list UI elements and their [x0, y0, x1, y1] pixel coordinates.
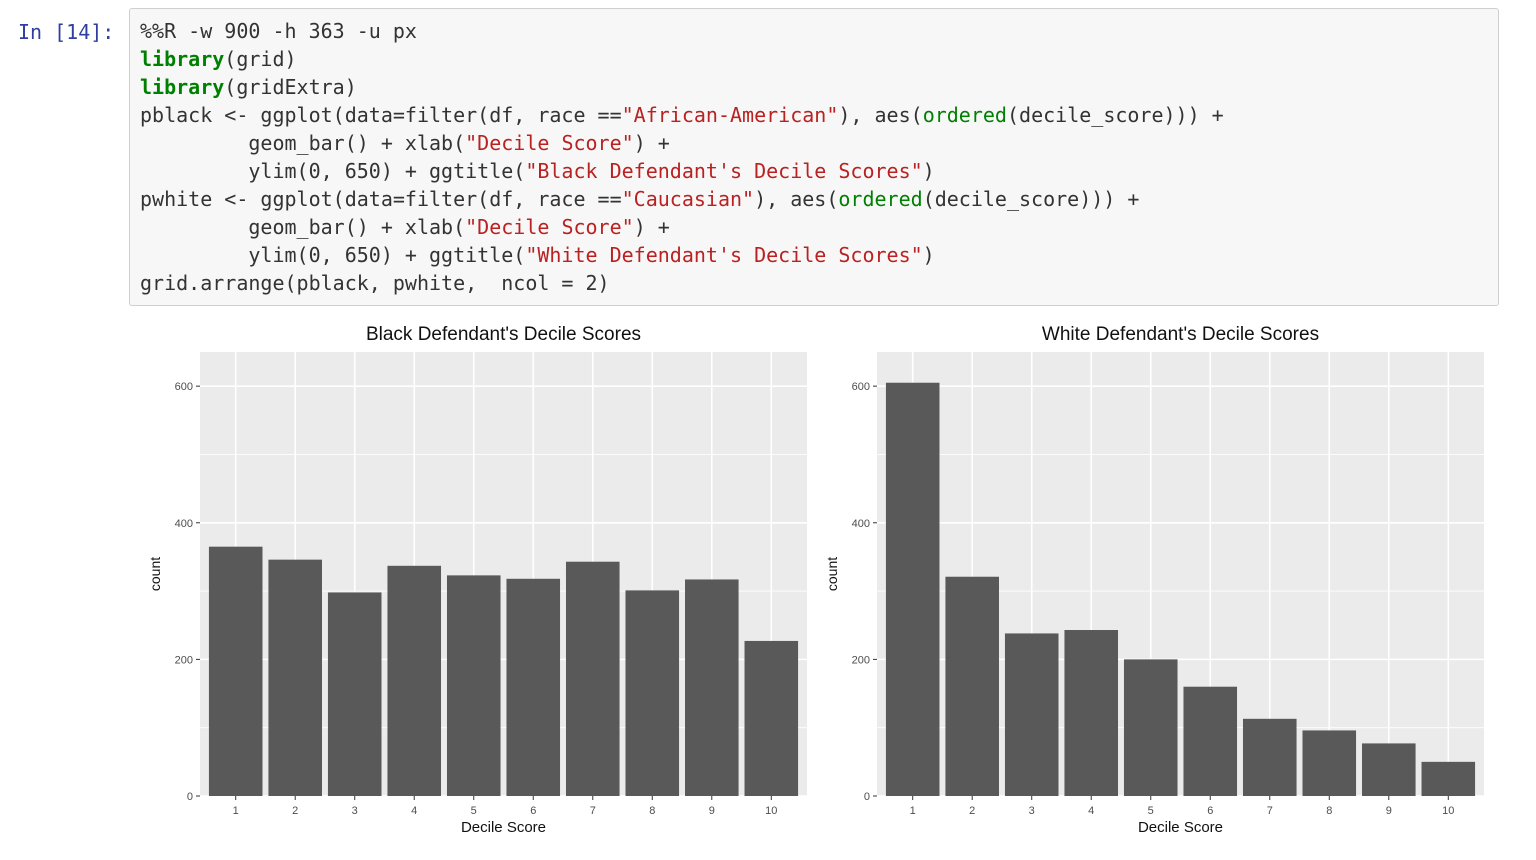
x-tick-label: 8: [1326, 805, 1332, 817]
code-token: library: [140, 47, 225, 71]
x-tick-label: 3: [1029, 805, 1035, 817]
code-token: ordered: [838, 187, 923, 211]
code-token: "African-American": [621, 103, 839, 127]
y-axis-label: count: [147, 557, 163, 591]
code-token: library: [140, 75, 225, 99]
x-axis-label: Decile Score: [1138, 819, 1223, 836]
bar: [1123, 659, 1178, 796]
x-tick-label: 9: [1386, 805, 1392, 817]
plot-figure: Black Defendant's Decile Scores020040060…: [147, 324, 1484, 836]
y-tick-label: 400: [852, 518, 870, 530]
x-tick-label: 7: [590, 805, 596, 817]
code-token: grid.arrange(pblack, pwhite, ncol = 2): [140, 271, 610, 295]
cell-prompt: In [14]:: [18, 20, 115, 44]
y-axis-label: count: [824, 557, 840, 591]
code-token: "Decile Score": [465, 215, 634, 239]
code-token: pwhite <- ggplot(data=filter(df, race ==: [140, 187, 622, 211]
bar: [1242, 718, 1297, 796]
chart-title: White Defendant's Decile Scores: [1042, 324, 1319, 345]
chart-panel: Black Defendant's Decile Scores 0 200 400 60…: [147, 324, 807, 836]
code-line: %%R -w 900 -h 363 -u px: [140, 17, 1488, 45]
bar: [208, 546, 263, 796]
code-token: ordered: [922, 103, 1007, 127]
bar: [685, 579, 739, 796]
bar: [446, 575, 501, 796]
code-line: geom_bar() + xlab("Decile Score") +: [140, 213, 1488, 241]
chart-panel: White Defendant's Decile Scores 0 200 400 60…: [824, 324, 1484, 836]
bar: [387, 565, 442, 796]
x-axis-label: Decile Score: [461, 819, 546, 836]
code-line: ylim(0, 650) + ggtitle("Black Defendant'…: [140, 157, 1488, 185]
x-tick-label: 10: [1442, 805, 1454, 817]
x-tick-label: 1: [910, 805, 916, 817]
code-token: ): [922, 159, 935, 183]
x-tick-label: 6: [1207, 805, 1213, 817]
code-token: "Caucasian": [621, 187, 755, 211]
code-token: (decile_score))) +: [922, 187, 1140, 211]
code-token: (decile_score))) +: [1006, 103, 1224, 127]
y-tick-label: 200: [175, 654, 193, 666]
code-token: ylim(0, 650) + ggtitle(: [140, 243, 526, 267]
cell-output: Black Defendant's Decile Scores 0 200 400 60…: [130, 310, 1500, 856]
code-token: ), aes(: [754, 187, 839, 211]
code-token: ylim(0, 650) + ggtitle(: [140, 159, 526, 183]
code-token: (gridExtra): [224, 75, 357, 99]
code-token: "Decile Score": [465, 131, 634, 155]
y-tick-label: 200: [852, 654, 870, 666]
bar: [625, 590, 680, 796]
bar: [565, 561, 620, 796]
bar: [1004, 633, 1059, 796]
bar: [268, 559, 322, 796]
code-editor[interactable]: %%R -w 900 -h 363 -u px library(grid) libr…: [140, 17, 1488, 297]
code-token: ) +: [633, 215, 670, 239]
code-token: ) +: [633, 131, 670, 155]
bar: [1362, 743, 1416, 796]
code-token: "Black Defendant's Decile Scores": [525, 159, 923, 183]
y-tick-label: 400: [175, 518, 193, 530]
code-line: pwhite <- ggplot(data=filter(df, race ==…: [140, 185, 1488, 213]
bar: [885, 382, 940, 796]
code-token: geom_bar() + xlab(: [140, 131, 466, 155]
x-tick-label: 10: [765, 805, 777, 817]
x-tick-label: 5: [1148, 805, 1154, 817]
y-tick-label: 600: [175, 381, 193, 393]
code-token: ), aes(: [838, 103, 923, 127]
code-line: grid.arrange(pblack, pwhite, ncol = 2): [140, 269, 1488, 297]
code-token: "White Defendant's Decile Scores": [525, 243, 923, 267]
code-line: pblack <- ggplot(data=filter(df, race ==…: [140, 101, 1488, 129]
x-tick-label: 8: [649, 805, 655, 817]
bar: [506, 578, 561, 796]
x-tick-label: 1: [233, 805, 239, 817]
code-line: library(grid): [140, 45, 1488, 73]
bar: [1183, 686, 1238, 796]
code-token: %%R -w 900 -h 363 -u px: [140, 19, 417, 43]
y-tick-label: 0: [864, 791, 870, 803]
code-token: geom_bar() + xlab(: [140, 215, 466, 239]
bar: [1064, 630, 1119, 796]
x-tick-label: 4: [1088, 805, 1094, 817]
code-line: geom_bar() + xlab("Decile Score") +: [140, 129, 1488, 157]
x-tick-label: 2: [292, 805, 298, 817]
x-tick-label: 7: [1267, 805, 1273, 817]
bar: [1421, 761, 1476, 796]
code-token: pblack <- ggplot(data=filter(df, race ==: [140, 103, 622, 127]
bar: [1302, 730, 1357, 796]
x-tick-label: 5: [471, 805, 477, 817]
x-tick-label: 6: [530, 805, 536, 817]
y-tick-label: 600: [852, 381, 870, 393]
x-tick-label: 4: [411, 805, 417, 817]
code-token: ): [922, 243, 935, 267]
bar: [327, 592, 382, 796]
bar: [744, 640, 799, 796]
chart-title: Black Defendant's Decile Scores: [366, 324, 641, 345]
code-line: library(gridExtra): [140, 73, 1488, 101]
code-line: ylim(0, 650) + ggtitle("White Defendant'…: [140, 241, 1488, 269]
code-cell[interactable]: %%R -w 900 -h 363 -u px library(grid) libr…: [129, 8, 1499, 306]
x-tick-label: 9: [709, 805, 715, 817]
x-tick-label: 3: [352, 805, 358, 817]
x-tick-label: 2: [969, 805, 975, 817]
y-tick-label: 0: [187, 791, 193, 803]
bar: [945, 576, 999, 796]
code-token: (grid): [224, 47, 297, 71]
